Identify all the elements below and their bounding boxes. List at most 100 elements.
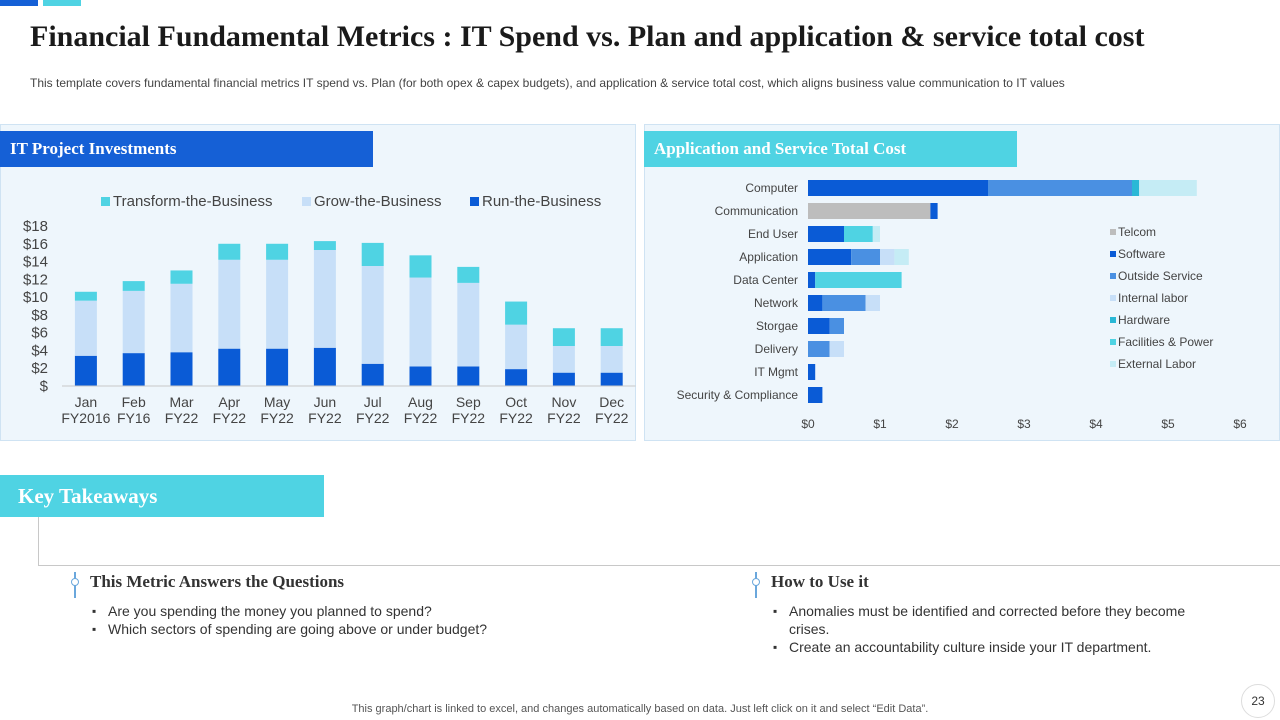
- x-tick-label: $6: [1233, 417, 1247, 431]
- y-tick-label: $: [40, 378, 49, 395]
- legend-label: Facilities & Power: [1118, 335, 1213, 349]
- x-tick-label: FY22: [452, 410, 486, 426]
- takeaway-usage-list: Anomalies must be identified and correct…: [773, 602, 1213, 656]
- bar-segment: [865, 295, 880, 311]
- investments-chart[interactable]: Transform-the-Business Grow-the-Business R…: [0, 170, 636, 440]
- bar-segment: [361, 266, 384, 364]
- y-tick-label: $6: [31, 325, 48, 342]
- x-tick-label: FY22: [404, 410, 438, 426]
- bar-segment: [122, 290, 145, 354]
- y-category-label: Data Center: [733, 273, 798, 287]
- bar-segment: [552, 346, 575, 373]
- investments-heading: IT Project Investments: [0, 131, 373, 167]
- bar-segment: [361, 242, 384, 266]
- bar-segment: [361, 363, 384, 386]
- page-number: 23: [1241, 684, 1275, 718]
- x-tick-label: FY22: [260, 410, 294, 426]
- x-tick-label: Mar: [169, 394, 193, 410]
- bar-segment: [829, 341, 844, 357]
- x-tick-label: $5: [1161, 417, 1175, 431]
- x-tick-label: FY22: [213, 410, 247, 426]
- bar-segment: [409, 255, 432, 278]
- bar-segment: [457, 282, 480, 367]
- bar-segment: [808, 364, 816, 380]
- bar-segment: [808, 180, 988, 196]
- bar-segment: [74, 355, 97, 386]
- bar-segment: [844, 226, 873, 242]
- legend-swatch: [1110, 273, 1116, 279]
- legend-label: Outside Service: [1118, 269, 1203, 283]
- marker-dot-icon: [71, 578, 79, 586]
- bar-segment: [808, 203, 931, 219]
- legend-label: Software: [1118, 247, 1166, 261]
- legend-label: Telcom: [1118, 225, 1156, 239]
- list-item: Are you spending the money you planned t…: [92, 602, 692, 620]
- x-tick-label: $1: [873, 417, 887, 431]
- y-category-label: Security & Compliance: [677, 388, 799, 402]
- bar-segment: [808, 249, 852, 265]
- takeaway-usage-heading: How to Use it: [771, 572, 869, 591]
- bar-segment: [313, 241, 336, 250]
- bar-segment: [122, 281, 145, 291]
- bar-segment: [313, 347, 336, 386]
- x-tick-label: Feb: [122, 394, 146, 410]
- key-takeaways-heading: Key Takeaways: [0, 475, 324, 517]
- y-category-label: IT Mgmt: [754, 365, 798, 379]
- bar-segment: [851, 249, 880, 265]
- bar-segment: [266, 243, 289, 260]
- bar-segment: [808, 318, 830, 334]
- y-tick-label: $2: [31, 360, 48, 377]
- takeaway-questions-list: Are you spending the money you planned t…: [92, 602, 692, 638]
- legend-swatch: [1110, 251, 1116, 257]
- bar-segment: [457, 366, 480, 386]
- bar-segment: [829, 318, 844, 334]
- divider-vertical: [38, 517, 39, 565]
- bar-segment: [218, 259, 241, 349]
- bar-segment: [505, 324, 528, 370]
- y-tick-label: $14: [23, 254, 48, 271]
- bar-segment: [505, 301, 528, 325]
- bar-segment: [600, 346, 623, 373]
- bar-segment: [266, 259, 289, 349]
- bar-segment: [808, 295, 823, 311]
- bar-segment: [894, 249, 909, 265]
- accent-bar-blue: [0, 0, 38, 6]
- x-tick-label: FY22: [308, 410, 342, 426]
- x-tick-label: Oct: [505, 394, 527, 410]
- x-tick-label: FY22: [499, 410, 533, 426]
- total-cost-chart[interactable]: Computer Communication End User Application…: [644, 170, 1280, 440]
- bar-segment: [1139, 180, 1197, 196]
- page-subtitle: This template covers fundamental financi…: [30, 76, 1065, 90]
- bar-segment: [815, 272, 902, 288]
- bar-segment: [505, 369, 528, 386]
- y-category-label: Storgae: [756, 319, 798, 333]
- bar-segment: [880, 249, 895, 265]
- bar-segment: [808, 226, 844, 242]
- x-tick-label: FY22: [356, 410, 390, 426]
- bar-segment: [170, 283, 193, 353]
- total-cost-panel: [644, 124, 1280, 441]
- y-category-label: Delivery: [755, 342, 798, 356]
- x-tick-label: FY16: [117, 410, 151, 426]
- y-tick-label: $12: [23, 271, 48, 288]
- bar-segment: [600, 372, 623, 386]
- x-tick-label: May: [264, 394, 290, 410]
- legend-swatch: [302, 197, 311, 206]
- list-item: Anomalies must be identified and correct…: [773, 602, 1213, 638]
- legend-swatch: [1110, 339, 1116, 345]
- x-tick-label: $3: [1017, 417, 1031, 431]
- divider-horizontal: [38, 565, 1280, 566]
- y-category-label: Communication: [715, 204, 798, 218]
- bar-segment: [552, 328, 575, 346]
- y-tick-label: $18: [23, 218, 48, 235]
- legend-label: Grow-the-Business: [314, 193, 442, 210]
- bar-segment: [600, 328, 623, 346]
- x-tick-label: FY2016: [61, 410, 110, 426]
- bar-segment: [552, 372, 575, 386]
- x-tick-label: Jan: [75, 394, 98, 410]
- legend-swatch: [1110, 229, 1116, 235]
- bar-segment: [122, 353, 145, 386]
- bar-segment: [808, 272, 816, 288]
- bar-segment: [313, 250, 336, 348]
- bar-segment: [74, 291, 97, 301]
